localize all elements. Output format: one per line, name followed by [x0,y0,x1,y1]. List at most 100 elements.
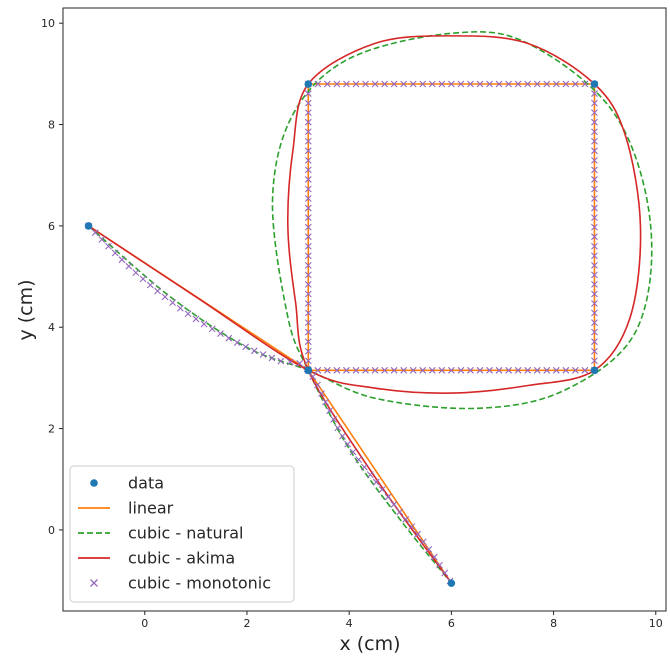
series-cubic-monotonic-marker [304,242,312,250]
series-cubic-monotonic-marker [314,80,322,88]
series-cubic-monotonic-marker [591,328,598,336]
series-cubic-monotonic-marker [543,80,551,88]
series-cubic-monotonic-marker [390,366,398,374]
series-cubic-monotonic-marker [441,569,449,577]
series-cubic-monotonic-marker [118,256,126,264]
series-cubic-monotonic-marker [304,223,312,231]
series-cubic-monotonic-marker [486,80,493,88]
series-cubic-monotonic-marker [343,80,350,88]
series-cubic-monotonic-marker [169,299,177,307]
series-cubic-monotonic-marker [419,80,427,88]
series-cubic-monotonic-marker [591,223,598,231]
series-cubic-monotonic-marker [402,515,410,523]
series-cubic-monotonic-marker [225,334,233,342]
series-cubic-monotonic-marker [304,185,312,193]
data-point [84,222,93,230]
legend-swatch-marker [90,579,98,587]
series-cubic-monotonic-marker [304,109,312,117]
series-cubic-monotonic-marker [562,80,570,88]
series-cubic-monotonic-marker [438,80,446,88]
series-cubic-monotonic-marker [355,456,363,464]
series-cubic-monotonic-marker [200,320,208,328]
series-cubic-monotonic-marker [366,471,374,479]
series-cubic-monotonic-marker [352,366,360,374]
series-cubic-monotonic-marker [176,304,184,312]
series-cubic-monotonic-marker [304,357,312,365]
series-cubic-monotonic-marker [304,309,312,317]
series-cubic-monotonic-marker [591,128,598,136]
series-cubic-monotonic-marker [543,366,551,374]
series-cubic-monotonic-marker [591,290,598,298]
series-cubic-monotonic-marker [591,176,598,183]
series-cubic-monotonic-marker [438,366,446,374]
series-cubic-monotonic-marker [250,347,258,355]
series-cubic-monotonic-marker [304,214,312,222]
series-cubic-monotonic-marker [505,366,512,374]
series-cubic-monotonic-marker [571,80,579,88]
series-cubic-monotonic-marker [304,156,312,164]
series-cubic-monotonic-marker [333,80,341,88]
series-cubic-monotonic-marker [304,347,312,355]
series-cubic-monotonic-marker [304,137,312,145]
legend-entry-label: cubic - monotonic [128,574,271,593]
series-cubic-monotonic-marker [400,80,408,88]
x-axis-ticks: 0 2 4 6 8 10 [141,611,663,630]
data-point [447,579,456,587]
series-cubic-monotonic-marker [591,214,598,222]
series-cubic-monotonic-marker [390,501,398,508]
series-cubic-monotonic-marker [581,366,589,374]
series-cubic-monotonic-marker [304,338,312,346]
series-cubic-monotonic-marker [259,351,267,358]
legend-entry-label: data [128,474,164,493]
series-cubic-monotonic-marker [304,261,312,269]
series-cubic-monotonic-marker [304,271,312,279]
y-tick-label: 2 [48,423,55,436]
series-cubic-monotonic-marker [514,366,522,374]
series-cubic-monotonic-marker [352,80,360,88]
series-cubic-monotonic-marker [591,261,598,269]
series-cubic-monotonic-marker [304,147,312,155]
series-cubic-monotonic-marker [304,99,312,107]
series-cubic-monotonic-marker [125,262,133,270]
series-cubic-monotonic-marker [362,80,369,88]
series-cubic-monotonic-marker [304,204,312,212]
legend-entry-label: cubic - natural [128,524,243,543]
series-cubic-monotonic-marker [105,242,112,250]
series-cubic-monotonic-marker [91,229,99,237]
series-cubic-monotonic-marker [591,281,598,288]
series-cubic-monotonic-marker [591,242,598,250]
series-cubic-monotonic-marker [323,366,331,374]
y-tick-label: 4 [48,321,55,334]
x-tick-label: 4 [346,617,353,630]
series-cubic-monotonic-marker [208,325,216,333]
series-cubic-monotonic-marker [408,523,415,531]
y-tick-label: 0 [48,524,55,537]
series-cubic-monotonic-marker [524,80,532,88]
series-cubic-monotonic-marker [330,415,337,423]
series-cubic-monotonic-marker [318,390,325,397]
series-cubic-monotonic-marker [304,90,312,97]
series-cubic-monotonic-marker [428,80,436,88]
series-cubic-monotonic-marker [591,357,598,365]
data-point [590,80,599,88]
series-cubic-monotonic-marker [571,366,579,374]
series-cubic-monotonic-marker [425,545,433,553]
series-cubic-monotonic-marker [304,118,312,126]
series-cubic-monotonic-marker [333,366,341,374]
x-tick-label: 8 [550,617,557,630]
series-cubic-monotonic-marker [184,310,192,318]
series-cubic-monotonic-marker [524,366,532,374]
data-point [590,366,599,375]
series-cubic-monotonic-marker [562,366,570,374]
series-cubic-monotonic-marker [591,118,598,126]
series-cubic-monotonic-marker [154,287,162,295]
series-cubic-monotonic-marker [304,328,312,336]
series-cubic-monotonic-marker [304,252,312,260]
series-cubic-monotonic-marker [343,366,350,374]
series-cubic-monotonic-marker [591,204,598,212]
series-cubic-monotonic-marker [296,360,303,367]
y-axis-label: y (cm) [15,279,37,340]
y-tick-label: 10 [41,17,55,30]
series-cubic-monotonic-marker [132,269,140,277]
